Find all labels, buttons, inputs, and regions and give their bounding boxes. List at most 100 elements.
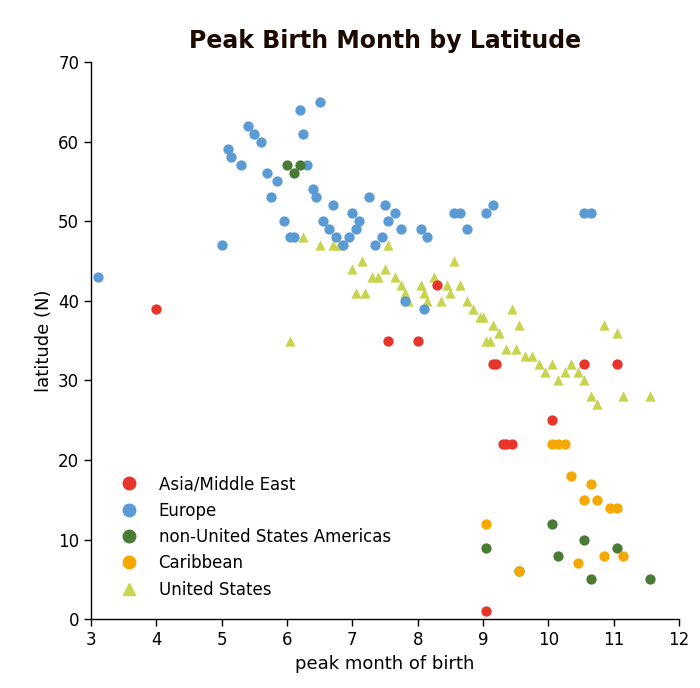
Point xyxy=(395,224,407,235)
Point xyxy=(363,192,374,203)
Point xyxy=(419,288,430,299)
Point xyxy=(454,208,466,219)
Point xyxy=(330,232,342,243)
Point xyxy=(327,200,338,211)
Point xyxy=(236,160,247,171)
Point xyxy=(412,335,423,346)
Point xyxy=(618,391,629,402)
Point xyxy=(366,271,377,282)
Point xyxy=(389,208,400,219)
Point xyxy=(256,136,267,147)
Point xyxy=(311,192,322,203)
Point xyxy=(373,271,384,282)
Point xyxy=(370,239,381,250)
Point xyxy=(92,271,103,282)
Point xyxy=(579,494,590,505)
Point xyxy=(618,550,629,561)
Point xyxy=(487,200,498,211)
Point xyxy=(265,192,276,203)
Point xyxy=(540,367,551,378)
Point xyxy=(272,176,283,187)
Point xyxy=(644,574,655,585)
Point xyxy=(513,566,524,577)
Point xyxy=(226,152,237,163)
Point xyxy=(611,542,622,553)
Point xyxy=(278,215,289,226)
Point xyxy=(454,279,466,290)
Point xyxy=(579,375,590,386)
Point xyxy=(298,128,309,139)
Point xyxy=(344,232,355,243)
Point xyxy=(605,502,616,513)
Point xyxy=(546,438,557,449)
Point xyxy=(579,359,590,370)
Point xyxy=(415,279,426,290)
Point xyxy=(350,288,361,299)
Point xyxy=(585,391,596,402)
Point xyxy=(477,311,489,322)
Point xyxy=(383,335,394,346)
Point xyxy=(592,494,603,505)
Point xyxy=(644,391,655,402)
Point xyxy=(487,319,498,330)
Point xyxy=(360,288,371,299)
Point xyxy=(216,239,228,250)
Point xyxy=(468,303,479,314)
Point xyxy=(281,160,293,171)
Point xyxy=(448,208,459,219)
Point xyxy=(566,359,577,370)
Point xyxy=(223,144,234,155)
Point xyxy=(520,351,531,362)
Point xyxy=(262,168,273,179)
Point xyxy=(579,208,590,219)
Point xyxy=(354,215,365,226)
Point xyxy=(494,327,505,338)
Point xyxy=(546,359,557,370)
Point xyxy=(559,367,570,378)
Point xyxy=(346,264,358,275)
Point xyxy=(448,255,459,266)
Point xyxy=(487,359,498,370)
Point xyxy=(295,160,306,171)
Point xyxy=(585,208,596,219)
Point xyxy=(552,438,564,449)
Point xyxy=(379,264,391,275)
Y-axis label: latitude (N): latitude (N) xyxy=(34,290,52,391)
Point xyxy=(346,208,358,219)
Point xyxy=(395,279,407,290)
Point xyxy=(314,96,326,107)
Point xyxy=(507,438,518,449)
Point xyxy=(444,288,456,299)
Point xyxy=(461,224,472,235)
Point xyxy=(150,303,162,314)
Point xyxy=(350,224,361,235)
Point xyxy=(295,104,306,115)
Point xyxy=(500,343,512,354)
Point xyxy=(428,271,440,282)
Point xyxy=(572,558,583,569)
Point xyxy=(579,534,590,545)
Point xyxy=(513,566,524,577)
Point xyxy=(533,359,544,370)
Point xyxy=(399,288,410,299)
Point xyxy=(383,215,394,226)
Point xyxy=(500,438,512,449)
Point xyxy=(242,120,253,131)
Point xyxy=(566,471,577,482)
Point xyxy=(552,375,564,386)
Point xyxy=(288,232,299,243)
Point xyxy=(435,295,446,306)
Point xyxy=(513,319,524,330)
Point xyxy=(510,343,522,354)
Point xyxy=(497,438,508,449)
Point xyxy=(301,160,312,171)
Point xyxy=(379,200,391,211)
Point xyxy=(317,215,328,226)
Point xyxy=(327,239,338,250)
Point xyxy=(481,208,492,219)
Point xyxy=(422,295,433,306)
Point xyxy=(389,271,400,282)
Point xyxy=(415,224,426,235)
Point xyxy=(484,335,495,346)
Point xyxy=(337,239,348,250)
